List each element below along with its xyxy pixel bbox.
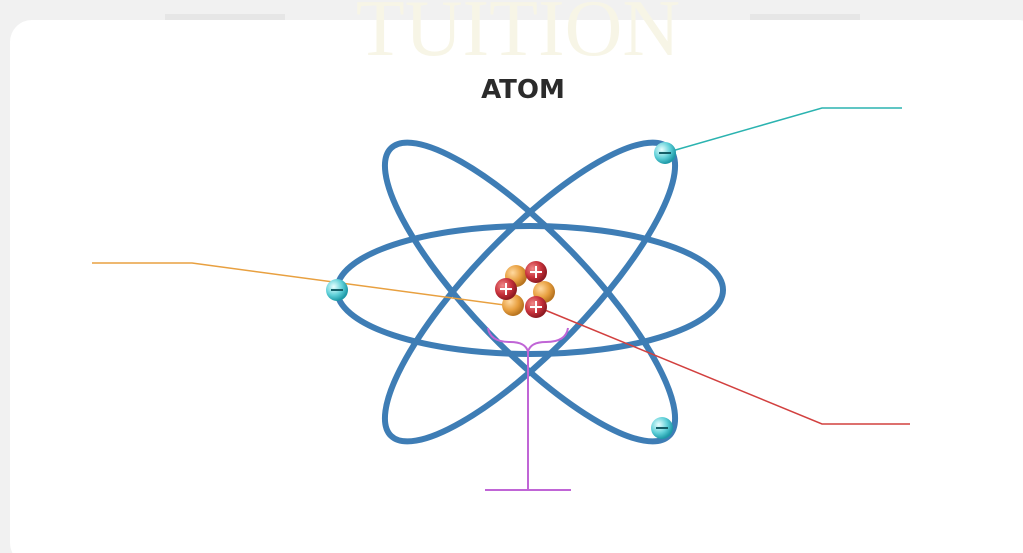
proton	[525, 296, 547, 318]
atom-diagram: TUITION ATOM	[0, 0, 1023, 553]
electron	[654, 142, 676, 164]
title: ATOM	[481, 75, 565, 105]
proton	[495, 278, 517, 300]
electron	[326, 279, 348, 301]
proton	[525, 261, 547, 283]
electron	[651, 417, 673, 439]
watermark: TUITION	[356, 0, 680, 73]
